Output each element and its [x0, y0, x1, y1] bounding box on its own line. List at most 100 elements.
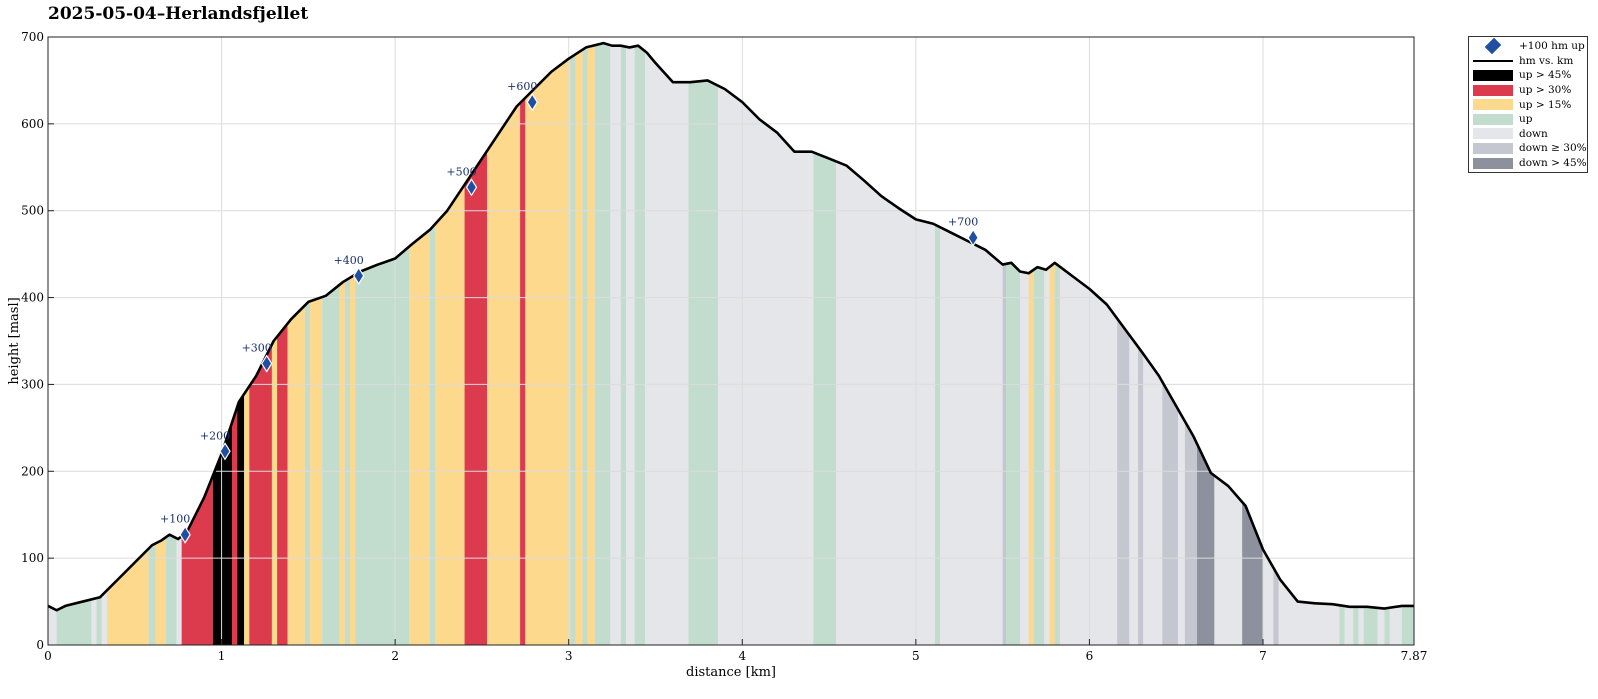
- segment-down: [1019, 271, 1029, 645]
- segment-up: [594, 43, 611, 645]
- marker-label: +500: [446, 165, 476, 178]
- segment-down30: [1162, 381, 1178, 645]
- x-tick-label: 4: [738, 649, 746, 663]
- segment-up: [1353, 606, 1359, 645]
- segment-down: [1044, 267, 1050, 645]
- marker-diamond: [526, 93, 538, 112]
- segment-up: [634, 45, 646, 645]
- legend-item-up15: up > 15%: [1469, 97, 1587, 112]
- legend-item-down30: down ≥ 30%: [1469, 141, 1587, 156]
- segment-up: [1054, 262, 1060, 645]
- segment-up15: [575, 49, 583, 646]
- y-tick-label: 200: [21, 464, 44, 478]
- segment-down30: [1002, 263, 1007, 645]
- x-tick-label: 0: [44, 649, 52, 663]
- segment-up15: [587, 45, 595, 645]
- segment-up: [570, 54, 576, 645]
- segment-up: [322, 284, 340, 645]
- legend-label: up > 15%: [1519, 98, 1572, 111]
- segment-up15: [155, 537, 167, 645]
- x-tick-label: 7: [1259, 649, 1267, 663]
- legend-swatch: [1473, 113, 1513, 125]
- legend-item-up: up: [1469, 112, 1587, 127]
- segment-up: [813, 152, 837, 645]
- segment-up15: [287, 305, 305, 645]
- legend-swatch: [1473, 38, 1513, 55]
- segment-up15: [435, 184, 465, 645]
- legend-swatch: [1473, 99, 1513, 111]
- segment-up30: [464, 150, 488, 645]
- marker-label: +600: [507, 80, 537, 93]
- legend-label: up > 30%: [1519, 84, 1572, 97]
- x-tick-label: 7.87: [1401, 649, 1428, 663]
- segment-up: [582, 46, 588, 646]
- segment-down: [1059, 266, 1118, 645]
- x-tick-label: 6: [1086, 649, 1094, 663]
- segment-up15: [339, 280, 345, 645]
- legend-swatch: [1473, 69, 1513, 81]
- legend-swatch: [1473, 142, 1513, 154]
- segment-up15: [1028, 269, 1034, 645]
- segment-up: [1363, 606, 1378, 645]
- legend-swatch: [1473, 55, 1513, 66]
- marker-diamond: [219, 442, 231, 461]
- segment-up: [96, 595, 102, 645]
- segment-up15: [1049, 262, 1055, 645]
- segment-down: [1177, 409, 1185, 645]
- segment-down: [645, 51, 689, 646]
- segment-up: [1401, 605, 1414, 645]
- segment-up: [1033, 267, 1045, 645]
- grid-lines: [48, 37, 1414, 645]
- segment-down: [1358, 606, 1364, 645]
- legend-item-marker: +100 hm up: [1469, 38, 1587, 55]
- segment-down: [717, 85, 814, 645]
- marker-label: +400: [334, 254, 364, 267]
- segment-down: [1143, 353, 1163, 645]
- legend-swatch: [1473, 157, 1513, 169]
- legend-label: up > 45%: [1519, 69, 1572, 82]
- y-axis-label: height [masl]: [7, 297, 22, 384]
- chart-legend: +100 hm up hm vs. km up > 45% up > 30% up > …: [1468, 36, 1588, 174]
- segment-up: [355, 246, 410, 646]
- segment-up30: [231, 407, 238, 645]
- segment-down: [1344, 606, 1354, 645]
- slope-segments: [48, 43, 1414, 646]
- segment-up: [429, 224, 436, 645]
- marker-diamond: [179, 525, 191, 544]
- segment-up15: [487, 103, 521, 645]
- profile-line-group: [47, 41, 1414, 612]
- legend-swatch: [1473, 128, 1513, 140]
- marker-group: +100 +200 +300 +400 +500 +600 +700: [160, 80, 979, 544]
- marker-diamond: [260, 354, 273, 373]
- segment-up45: [237, 393, 245, 645]
- segment-up30: [181, 475, 213, 645]
- segment-up30: [277, 323, 288, 645]
- y-tick-label: 700: [21, 30, 44, 44]
- segment-up: [304, 301, 311, 645]
- profile-line: [47, 41, 1414, 612]
- legend-item-down: down: [1469, 127, 1587, 142]
- segment-up: [1384, 607, 1390, 645]
- segment-up: [148, 543, 156, 645]
- segment-down: [101, 590, 108, 645]
- segment-down30: [1184, 421, 1198, 645]
- segment-down: [610, 45, 621, 646]
- segment-down: [1377, 607, 1385, 645]
- legend-swatch: [1473, 84, 1513, 96]
- legend-label: +100 hm up: [1519, 40, 1585, 53]
- segment-down: [1262, 549, 1274, 645]
- x-tick-label: 3: [565, 649, 573, 663]
- segment-up15: [244, 386, 250, 645]
- y-tick-label: 100: [21, 551, 44, 565]
- segment-down30: [1138, 346, 1144, 645]
- segment-down: [176, 536, 182, 645]
- segment-down: [625, 46, 635, 645]
- legend-label: down > 45%: [1519, 157, 1587, 170]
- marker-label: +100: [160, 513, 190, 526]
- segment-up: [344, 277, 351, 645]
- segment-up: [688, 80, 718, 646]
- segment-down: [1129, 335, 1139, 645]
- segment-down30: [1273, 567, 1279, 645]
- segment-up15: [409, 229, 430, 645]
